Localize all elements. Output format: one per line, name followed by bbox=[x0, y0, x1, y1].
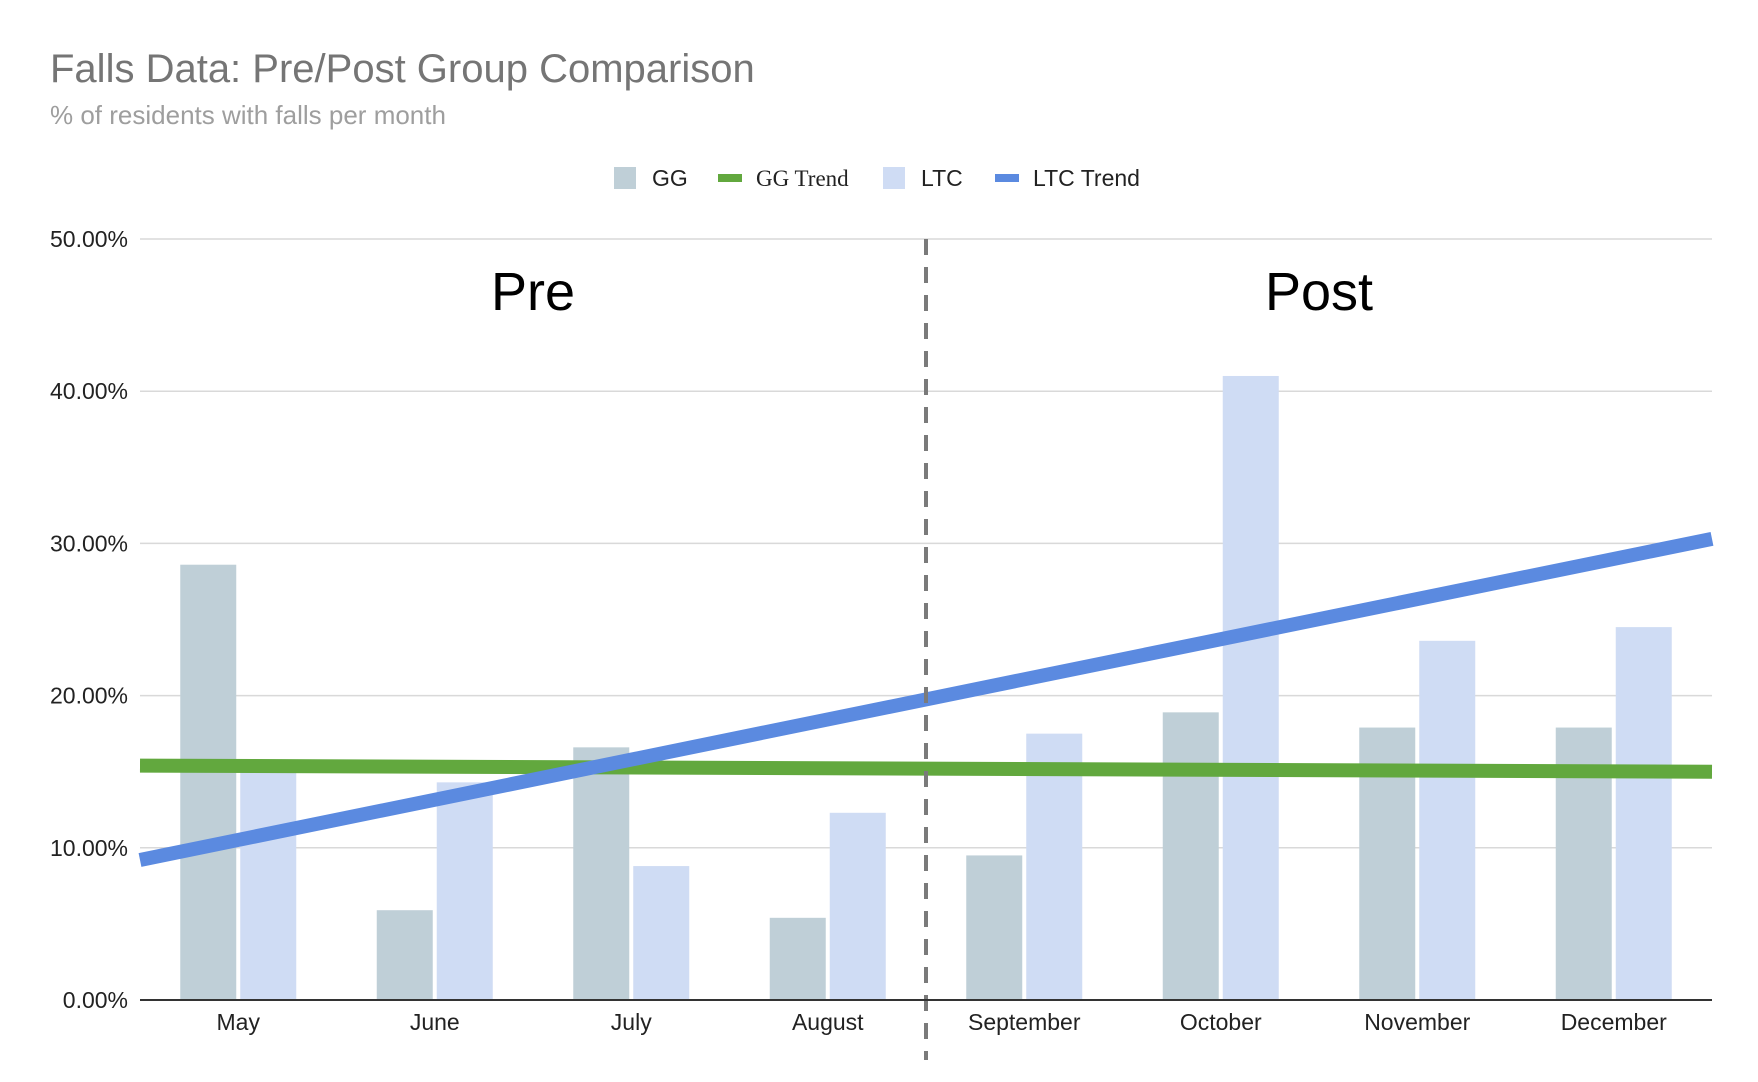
bar-gg-september bbox=[966, 855, 1023, 1000]
y-tick-label: 30.00% bbox=[50, 530, 128, 556]
x-tick-label: June bbox=[410, 1009, 460, 1035]
annotation-pre: Pre bbox=[491, 262, 575, 322]
chart-title: Falls Data: Pre/Post Group Comparison bbox=[50, 47, 755, 91]
chart-legend: GG GG Trend LTC LTC Trend bbox=[614, 165, 1140, 191]
legend-label-ltc-trend: LTC Trend bbox=[1033, 165, 1140, 191]
bar-ltc-september bbox=[1026, 733, 1083, 1000]
bar-ltc-december bbox=[1615, 627, 1672, 1000]
legend-swatch-gg-trend bbox=[718, 174, 742, 182]
chart-subtitle: % of residents with falls per month bbox=[50, 100, 446, 130]
annotation-post: Post bbox=[1265, 262, 1373, 322]
bar-gg-october bbox=[1162, 712, 1219, 1000]
bar-ltc-october bbox=[1222, 375, 1279, 1001]
x-tick-label: July bbox=[611, 1009, 652, 1035]
x-tick-label: September bbox=[968, 1009, 1081, 1035]
legend-swatch-ltc bbox=[883, 167, 905, 189]
bar-gg-july bbox=[573, 747, 630, 1000]
trendline-gg-trend bbox=[139, 758, 1713, 779]
bar-ltc-august bbox=[829, 812, 886, 1000]
bar-ltc-november bbox=[1419, 640, 1476, 1000]
y-tick-label: 50.00% bbox=[50, 226, 128, 252]
x-axis-ticks: May June July August September October Novembe… bbox=[217, 1009, 1668, 1035]
legend-label-gg-trend: GG Trend bbox=[756, 166, 849, 191]
legend-label-gg: GG bbox=[652, 165, 688, 191]
x-tick-label: November bbox=[1364, 1009, 1470, 1035]
x-tick-label: October bbox=[1180, 1009, 1262, 1035]
x-tick-label: May bbox=[217, 1009, 261, 1035]
bar-gg-may bbox=[180, 564, 237, 1000]
y-axis-ticks: 0.00% 10.00% 20.00% 30.00% 40.00% 50.00% bbox=[50, 226, 128, 1013]
y-tick-label: 10.00% bbox=[50, 835, 128, 861]
legend-swatch-gg bbox=[614, 167, 636, 189]
bar-gg-june bbox=[376, 910, 433, 1000]
legend-label-ltc: LTC bbox=[921, 165, 963, 191]
bar-ltc-june bbox=[436, 782, 493, 1000]
bars-group bbox=[180, 375, 1672, 1001]
bar-ltc-may bbox=[240, 771, 297, 1000]
y-tick-label: 20.00% bbox=[50, 683, 128, 709]
y-tick-label: 0.00% bbox=[63, 987, 128, 1013]
phase-annotations: Pre Post bbox=[491, 262, 1373, 322]
x-tick-label: August bbox=[792, 1009, 864, 1035]
legend-swatch-ltc-trend bbox=[995, 174, 1019, 182]
y-tick-label: 40.00% bbox=[50, 378, 128, 404]
bar-ltc-july bbox=[633, 866, 690, 1000]
x-tick-label: December bbox=[1561, 1009, 1667, 1035]
bar-gg-august bbox=[769, 917, 826, 1000]
